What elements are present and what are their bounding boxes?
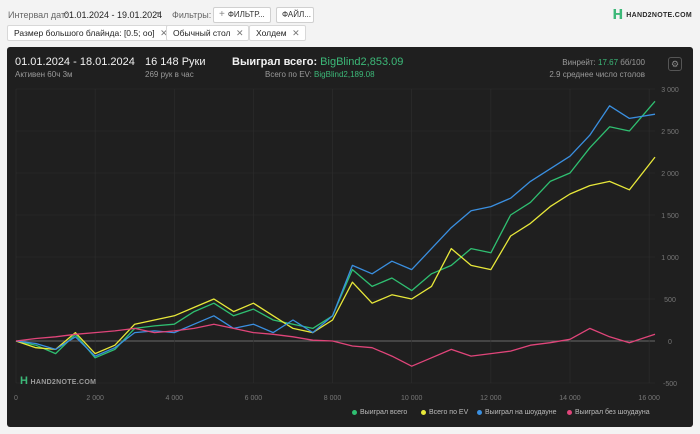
filter-chip-table[interactable]: Обычный стол ✕ <box>166 25 250 41</box>
x-tick-label: 12 000 <box>480 395 502 402</box>
legend-dot-ev <box>421 410 426 415</box>
won-total-value: BigBlind2,853.09 <box>320 56 404 68</box>
chart-series <box>15 100 656 367</box>
legend: Выиграл без шоудауна <box>567 409 650 416</box>
legend: Выиграл на шоудауне <box>477 409 557 416</box>
legend-showdown[interactable]: Выиграл на шоудауне <box>485 409 557 416</box>
file-button[interactable]: ФАЙЛ... <box>276 7 314 23</box>
y-axis-ticks: 3 000 2 500 2 000 1 500 1 000 500 0 -500 <box>661 87 679 388</box>
x-tick-label: 2 000 <box>86 395 104 402</box>
filters-label: Фильтры: <box>172 10 212 20</box>
legend-ev[interactable]: Всего по EV <box>429 409 469 416</box>
filter-chip-holdem[interactable]: Холдем ✕ <box>249 25 306 41</box>
chart-grid <box>15 88 655 384</box>
winrate-value: 17.67 <box>598 58 619 67</box>
legend-dot-nonshowdown <box>567 410 572 415</box>
y-tick-label: 3 000 <box>661 87 679 94</box>
x-tick-label: 10 000 <box>401 395 423 402</box>
brand-text: HAND2NOTE.COM <box>626 11 692 19</box>
y-tick-label: 2 000 <box>661 171 679 178</box>
close-icon[interactable]: ✕ <box>235 28 244 38</box>
hands-rate: 269 рук в час <box>145 70 194 79</box>
y-tick-label: 0 <box>668 339 672 346</box>
legend-dot-showdown <box>477 410 482 415</box>
file-button-label: ФАЙЛ... <box>282 10 311 19</box>
y-tick-label: 500 <box>664 297 676 304</box>
x-tick-label: 8 000 <box>324 395 342 402</box>
settings-icon[interactable]: ⚙ <box>668 57 682 71</box>
filter-chip-label: Холдем <box>256 28 287 38</box>
top-toolbar: Интервал дат: 01.01.2024 - 19.01.2024 ▼ … <box>0 0 700 28</box>
tables-average: 2.9 среднее число столов <box>549 70 645 79</box>
filter-chip-label: Размер большого блайнда: [0.5; oo] <box>14 28 155 38</box>
date-interval-label: Интервал дат: <box>8 10 68 20</box>
logo-icon: H <box>20 375 29 387</box>
series-line-showdown <box>15 105 656 357</box>
won-total: Выиграл всего: BigBlind2,853.09 <box>232 56 403 68</box>
legend-dot-total <box>352 410 357 415</box>
date-range: 01.01.2024 - 18.01.2024 <box>15 56 135 68</box>
filter-button[interactable]: + ФИЛЬТР... <box>213 7 271 23</box>
x-tick-label: 0 <box>14 395 18 402</box>
winrate-unit: бб/100 <box>620 58 645 67</box>
x-tick-label: 16 000 <box>638 395 660 402</box>
y-tick-label: 1 500 <box>661 213 679 220</box>
x-tick-label: 14 000 <box>559 395 581 402</box>
graph-panel <box>7 47 693 427</box>
filter-chip-label: Обычный стол <box>173 28 231 38</box>
ev-total: Всего по EV: BigBlind2,189.08 <box>265 70 375 79</box>
active-time: Активен 60ч 3м <box>15 70 73 79</box>
hands-count: 16 148 Руки <box>145 56 206 68</box>
x-tick-label: 4 000 <box>166 395 184 402</box>
legend: Выиграл всего <box>352 409 407 416</box>
date-interval-value[interactable]: 01.01.2024 - 19.01.2024 <box>64 10 163 20</box>
ev-total-value: BigBlind2,189.08 <box>314 70 375 79</box>
plus-icon: + <box>219 9 225 20</box>
y-tick-label: -500 <box>663 381 677 388</box>
legend: Всего по EV <box>421 409 468 416</box>
legend-total[interactable]: Выиграл всего <box>360 409 408 416</box>
winrate-label: Винрейт: <box>562 58 596 67</box>
series-line-nonshowdown <box>15 323 656 367</box>
y-tick-label: 1 000 <box>661 255 679 262</box>
series-line-total <box>15 100 656 359</box>
logo-icon: H <box>612 7 624 23</box>
winrate: Винрейт: 17.67 бб/100 <box>562 58 645 67</box>
legend-nonshowdown[interactable]: Выиграл без шоудауна <box>575 409 650 416</box>
brand-logo: H HAND2NOTE.COM <box>612 7 692 23</box>
x-axis-ticks: 0 2 000 4 000 6 000 8 000 10 000 12 000 14 000 1… <box>14 395 660 402</box>
close-icon[interactable]: ✕ <box>160 28 168 38</box>
chevron-down-icon[interactable]: ▼ <box>155 11 162 18</box>
y-tick-label: 2 500 <box>661 129 679 136</box>
close-icon[interactable]: ✕ <box>292 28 300 38</box>
won-total-label: Выиграл всего: <box>232 56 318 68</box>
watermark-text: HAND2NOTE.COM <box>30 379 97 386</box>
filter-button-label: ФИЛЬТР... <box>227 10 265 19</box>
x-tick-label: 6 000 <box>245 395 263 402</box>
series-line-ev <box>15 156 656 355</box>
ev-total-label: Всего по EV: <box>265 70 312 79</box>
watermark: H HAND2NOTE.COM <box>20 375 96 387</box>
